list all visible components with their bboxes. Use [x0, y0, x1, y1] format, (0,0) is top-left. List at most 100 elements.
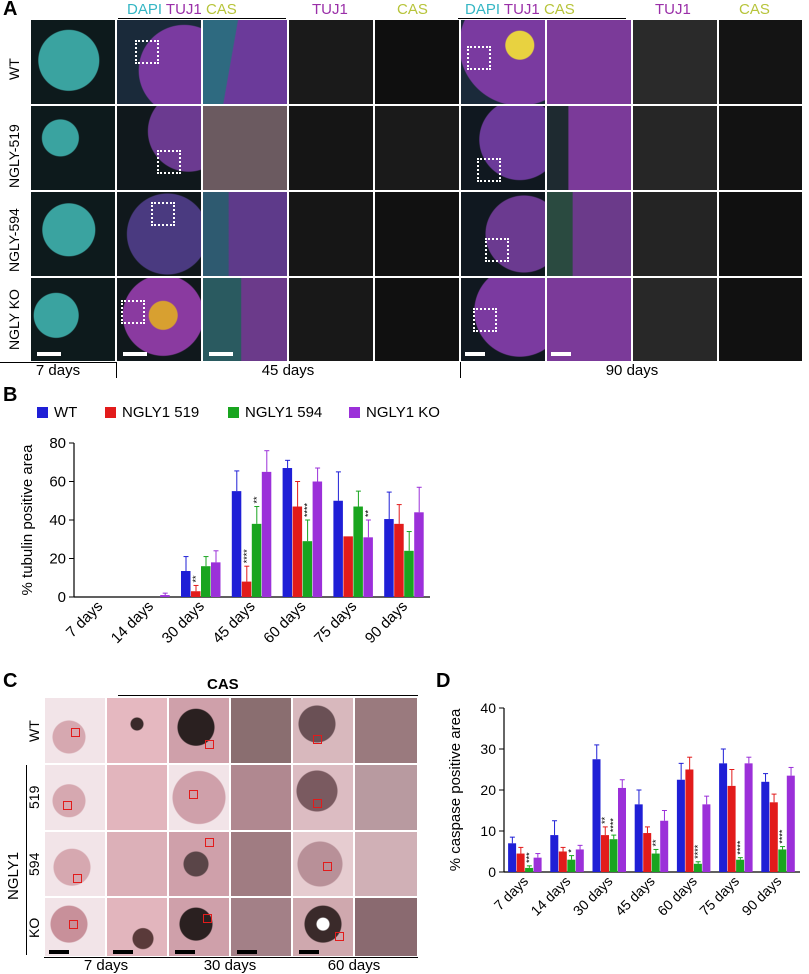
- y-tick-label: 60: [49, 474, 66, 491]
- micrograph: [354, 897, 418, 957]
- bar: [282, 468, 293, 597]
- x-tick-label: 14 days: [527, 873, 573, 919]
- bar: [533, 857, 542, 872]
- bar: [231, 491, 242, 597]
- panel-a-row-label-519: NGLY-519: [6, 124, 22, 188]
- micrograph: [116, 277, 202, 362]
- zoom-box: [477, 158, 501, 182]
- bar: [191, 591, 201, 597]
- micrograph: [292, 697, 354, 764]
- zoom-marker: [313, 735, 322, 744]
- panel-a-row-label-ko: NGLY KO: [6, 289, 22, 350]
- bar: [567, 859, 576, 872]
- bar: [778, 849, 787, 872]
- bar: [516, 853, 525, 872]
- bar: [727, 785, 736, 872]
- panel-c-letter: C: [3, 670, 18, 692]
- bar: [575, 849, 584, 872]
- timepoint-label-90d: 90 days: [605, 362, 659, 379]
- zoom-box: [157, 150, 181, 174]
- legend-item-ko: NGLY1 KO: [349, 404, 440, 421]
- legend-label: WT: [54, 404, 78, 421]
- significance-annotation: ***: [524, 852, 534, 863]
- zoom-marker: [63, 801, 72, 810]
- panel-c-title-rule: [118, 695, 418, 696]
- significance-annotation: *: [567, 849, 577, 853]
- header-group1-underline: [118, 18, 286, 19]
- bar: [302, 541, 313, 597]
- x-tick-label: 7 days: [63, 598, 106, 641]
- bar: [702, 804, 711, 872]
- header-tuj1-2: TUJ1: [312, 1, 348, 18]
- zoom-marker: [203, 914, 212, 923]
- micrograph: [44, 697, 106, 764]
- zoom-box: [121, 300, 145, 324]
- micrograph: [106, 897, 168, 957]
- bar: [744, 763, 753, 872]
- scale-bar: [209, 352, 233, 356]
- micrograph: [718, 191, 803, 277]
- header-cas-3: CAS: [543, 1, 575, 18]
- bar: [601, 835, 609, 872]
- header-group1: DAPI TUJ1 CAS: [127, 1, 237, 18]
- header-group2-underline: [458, 18, 626, 19]
- timeline-divider: [116, 362, 117, 378]
- significance-annotation: **: [252, 496, 262, 504]
- bar: [685, 769, 694, 872]
- bar: [660, 820, 669, 872]
- micrograph: [546, 105, 632, 191]
- micrograph: [44, 831, 106, 897]
- bar: [719, 763, 728, 872]
- micrograph: [354, 764, 418, 831]
- y-tick-label: 0: [488, 864, 496, 880]
- micrograph: [460, 19, 546, 105]
- y-tick-label: 40: [49, 512, 66, 529]
- micrograph: [354, 831, 418, 897]
- zoom-marker: [313, 799, 322, 808]
- bar: [404, 550, 414, 597]
- bar: [394, 523, 404, 597]
- legend-item-519: NGLY1 519: [105, 404, 199, 421]
- y-axis-label: % tubulin positive area: [19, 444, 36, 596]
- micrograph: [292, 764, 354, 831]
- x-tick-label: 30 days: [570, 873, 616, 919]
- micrograph: [168, 897, 230, 957]
- y-tick-label: 10: [480, 823, 496, 839]
- panel-b-letter: B: [3, 384, 18, 406]
- zoom-box: [151, 202, 175, 226]
- micrograph: [168, 831, 230, 897]
- micrograph: [44, 764, 106, 831]
- micrograph: [288, 105, 374, 191]
- caspase-bar-chart: 0 10 20 30 40 % caspase positive area 7 days14…: [447, 700, 800, 919]
- micrograph: [288, 277, 374, 362]
- bar: [651, 853, 660, 872]
- x-tick-label: 7 days: [491, 873, 531, 913]
- micrograph: [230, 831, 292, 897]
- x-tick-label: 90 days: [738, 873, 784, 919]
- micrograph: [718, 19, 803, 105]
- micrograph: [632, 19, 718, 105]
- legend-label: NGLY1 KO: [366, 404, 440, 421]
- x-tick-label: 60 days: [260, 598, 309, 647]
- micrograph: [292, 897, 354, 957]
- bar: [550, 835, 559, 872]
- timepoint-label-45d: 45 days: [261, 362, 315, 379]
- x-tick-label: 14 days: [108, 598, 157, 647]
- zoom-marker: [335, 932, 344, 941]
- micrograph: [116, 191, 202, 277]
- bar: [353, 506, 363, 597]
- micrograph: [230, 764, 292, 831]
- micrograph: [288, 19, 374, 105]
- micrograph: [632, 277, 718, 362]
- micrograph: [230, 697, 292, 764]
- bar: [363, 537, 373, 597]
- panel-c-group-label: NGLY1: [5, 851, 22, 900]
- bar: [292, 506, 303, 597]
- panel-c-row-label-wt: WT: [26, 720, 42, 742]
- significance-annotation: **: [600, 816, 610, 824]
- zoom-marker: [189, 790, 198, 799]
- micrograph: [546, 277, 632, 362]
- significance-annotation: ****: [303, 502, 313, 517]
- zoom-marker: [69, 920, 78, 929]
- bar: [160, 595, 170, 597]
